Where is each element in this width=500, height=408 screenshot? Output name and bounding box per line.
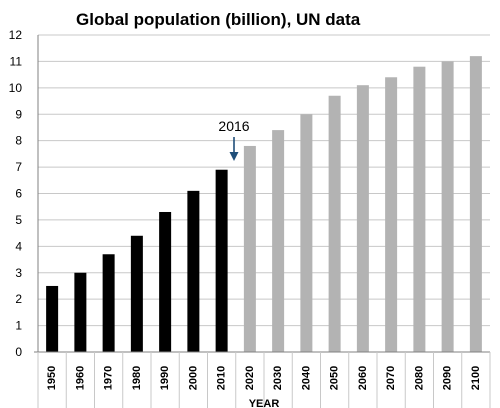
annotation-label: 2016	[218, 118, 249, 134]
y-tick-label: 0	[15, 345, 22, 359]
bar-2020	[243, 145, 256, 352]
bar-2090	[441, 61, 454, 353]
axes	[34, 35, 491, 408]
x-tick-label: 2010	[216, 366, 228, 390]
y-tick-label: 11	[10, 54, 23, 68]
x-tick-label: 1990	[159, 366, 171, 390]
x-tick-label: 2020	[244, 366, 256, 390]
y-tick-label: 8	[15, 134, 22, 148]
x-tick-label: 2050	[329, 366, 341, 390]
x-axis-label: YEAR	[249, 398, 280, 408]
bar-2030	[272, 130, 285, 352]
x-tick-label: 2100	[470, 366, 482, 390]
y-tick-label: 2	[15, 292, 22, 306]
annotation-2016: 2016	[218, 118, 250, 161]
x-tick-label: 2040	[300, 366, 312, 390]
y-tick-label: 9	[15, 107, 22, 121]
bar-2050	[328, 95, 341, 352]
y-tick-label: 1	[15, 319, 22, 333]
bar-2040	[300, 114, 313, 352]
bar-1990	[159, 211, 172, 352]
x-axis-ticks: 1950 1960 1970 1980 1990 2000 2010 2020 2030 2040…	[46, 366, 482, 390]
y-tick-label: 10	[9, 81, 23, 95]
x-tick-label: 1960	[74, 366, 86, 390]
bar-1980	[130, 235, 143, 352]
y-tick-label: 5	[15, 213, 22, 227]
bar-2000	[187, 190, 200, 352]
chart-title: Global population (billion), UN data	[76, 10, 361, 29]
bar-2080	[413, 66, 426, 352]
y-tick-label: 7	[15, 160, 22, 174]
x-tick-label: 2090	[442, 366, 454, 390]
x-tick-label: 2080	[413, 366, 425, 390]
bar-1950	[46, 285, 59, 352]
x-tick-label: 2000	[187, 366, 199, 390]
bar-2070	[385, 77, 398, 353]
y-tick-label: 4	[15, 239, 22, 253]
y-tick-label: 12	[9, 28, 23, 42]
bar-2010	[215, 169, 228, 352]
x-tick-label: 2030	[272, 366, 284, 390]
bar-2060	[356, 85, 369, 353]
x-tick-label: 1980	[131, 366, 143, 390]
bar-1960	[74, 272, 87, 352]
x-tick-label: 1950	[46, 366, 58, 390]
x-tick-label: 2060	[357, 366, 369, 390]
y-tick-label: 6	[15, 187, 22, 201]
x-tick-label: 2070	[385, 366, 397, 390]
bars	[46, 56, 482, 353]
y-tick-label: 3	[15, 266, 22, 280]
annotation-arrow-head	[229, 152, 239, 161]
x-tick-label: 1970	[103, 366, 115, 390]
bar-2100	[469, 56, 482, 353]
bar-1970	[102, 254, 115, 352]
